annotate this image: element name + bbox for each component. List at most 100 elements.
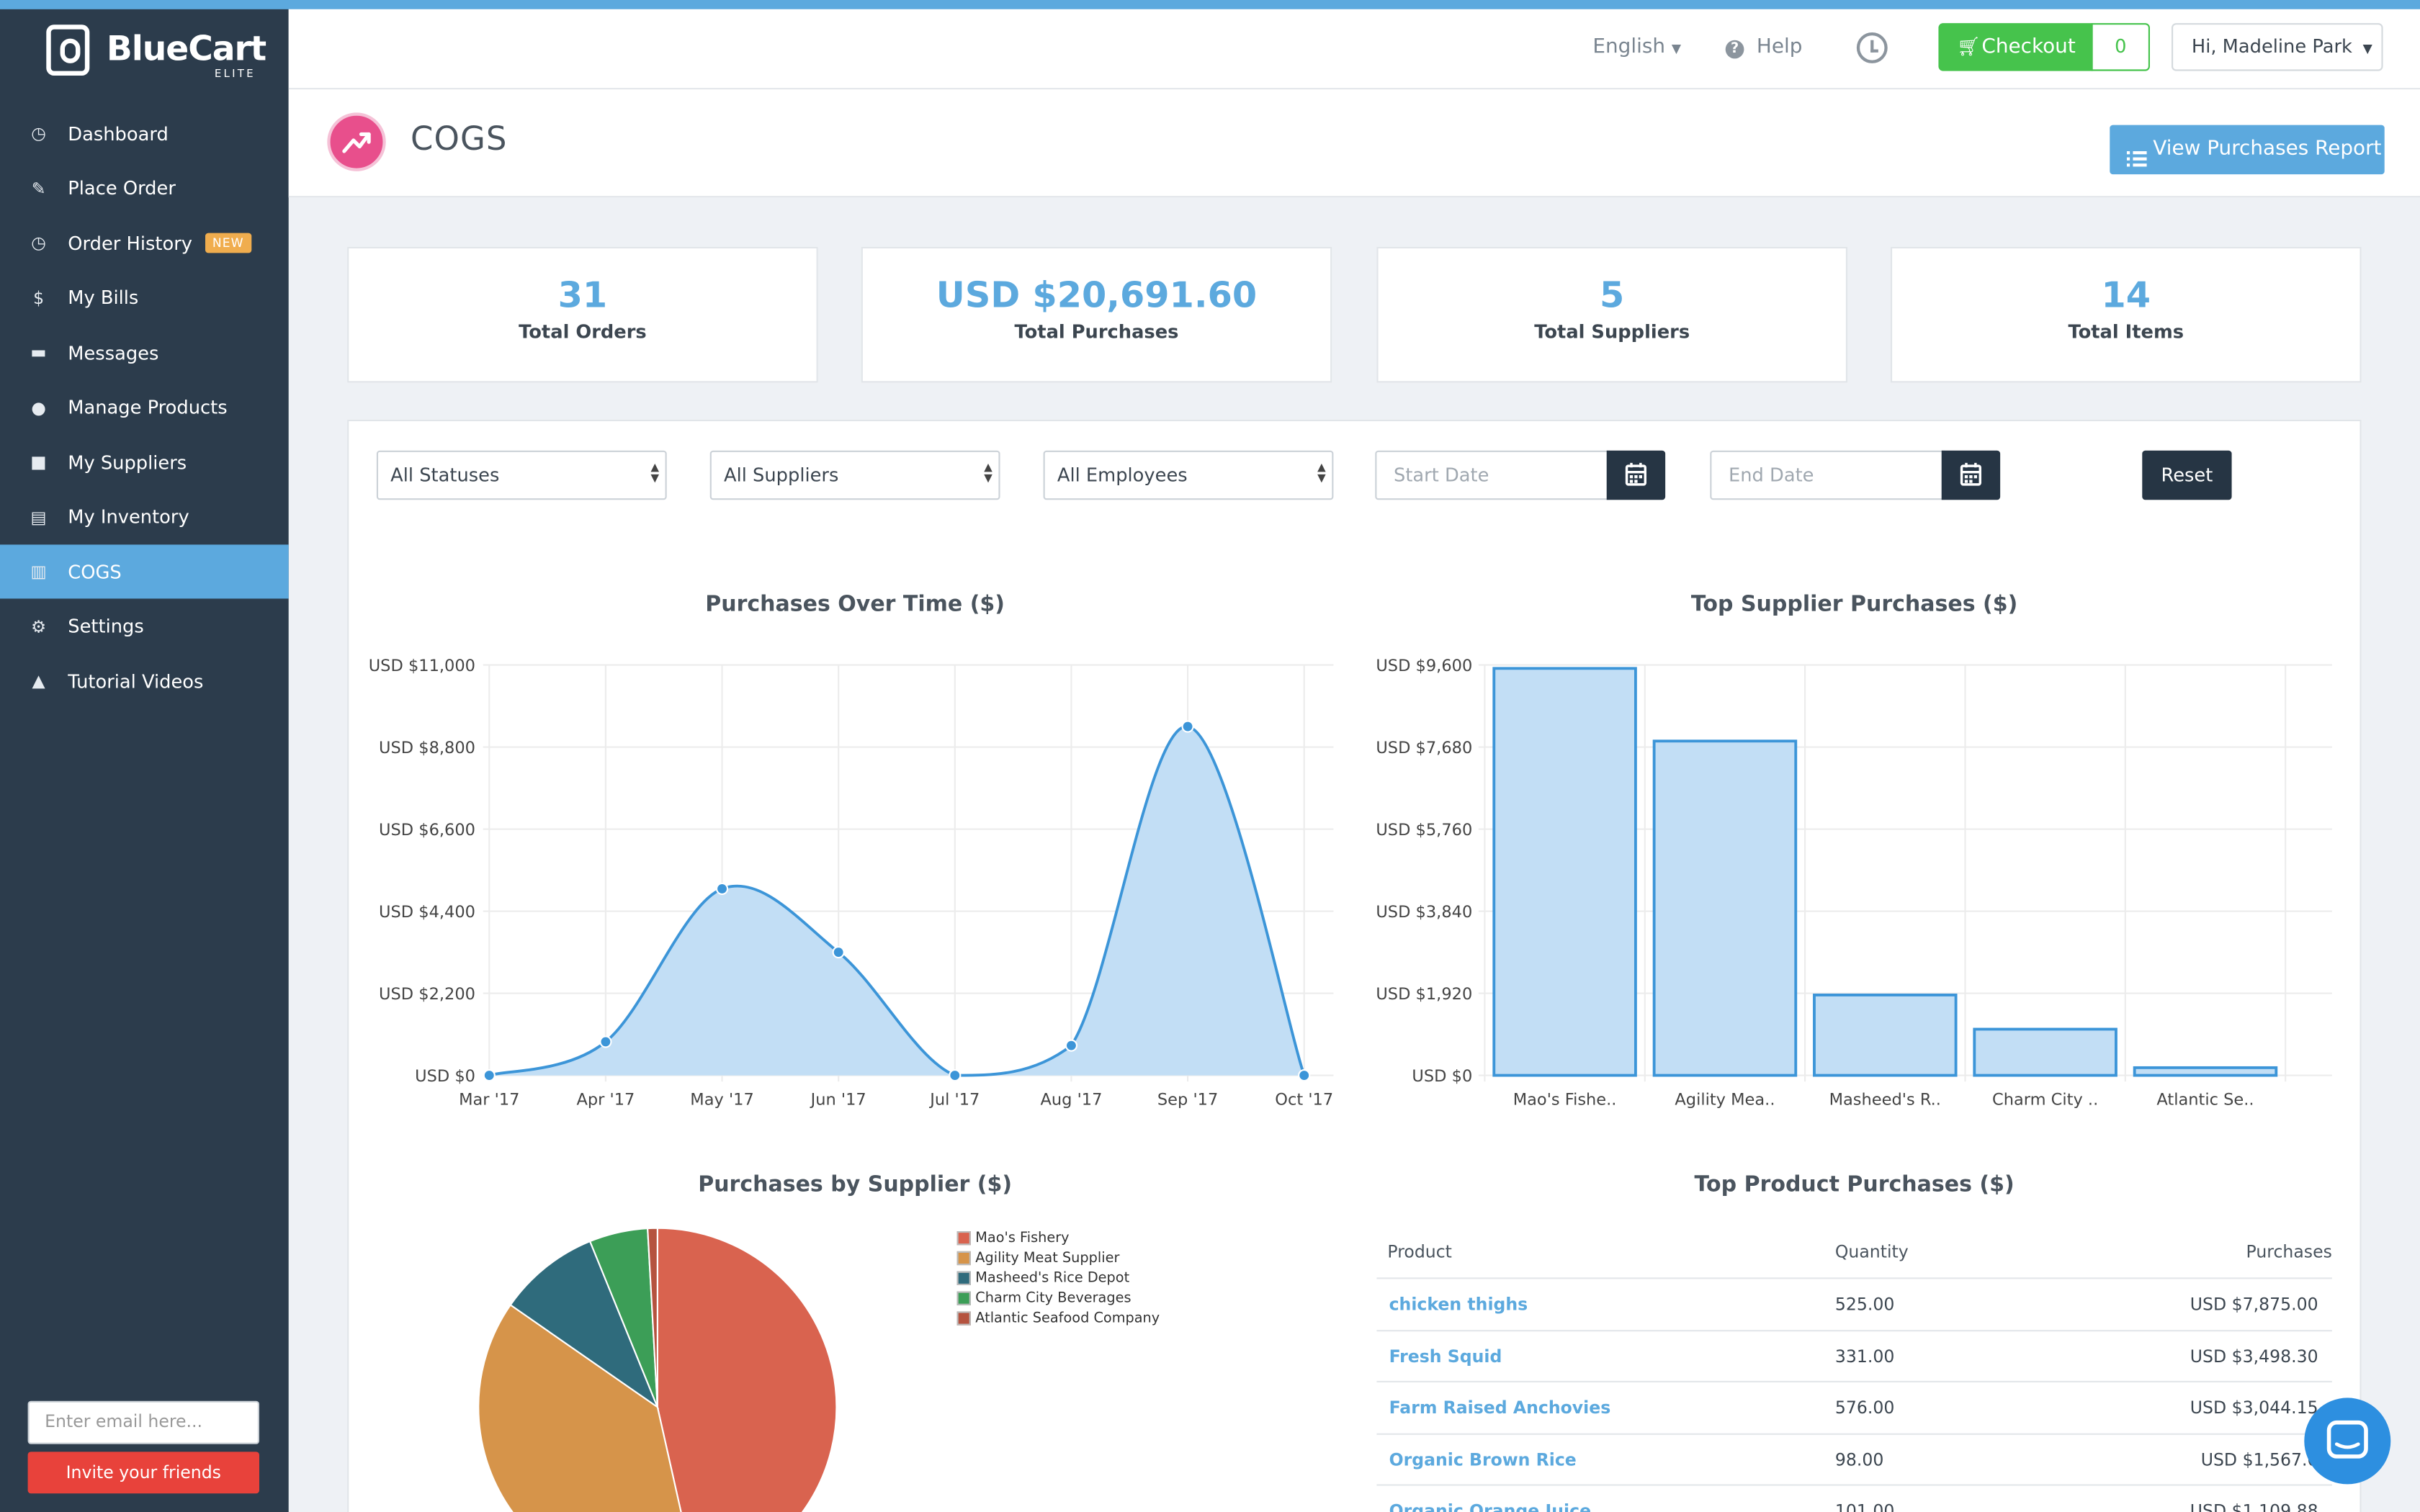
top-accent-bar — [0, 0, 2420, 9]
supplier-filter-value: All Suppliers — [723, 464, 839, 486]
list-icon — [2126, 139, 2147, 167]
sidebar-item-tutorial-videos[interactable]: ▲ Tutorial Videos — [0, 654, 289, 708]
product-link[interactable]: Fresh Squid — [1389, 1346, 1502, 1367]
new-badge: NEW — [205, 233, 252, 253]
bluecart-logo[interactable]: BlueCart ELITE — [46, 24, 277, 86]
purchases-cell: USD $3,498.30 — [2190, 1346, 2318, 1367]
employee-filter-select[interactable]: All Employees ▲ ▼ — [1043, 450, 1334, 500]
x-tick-label: May '17 — [690, 1090, 753, 1109]
view-purchases-report-button[interactable]: View Purchases Report — [2110, 125, 2385, 175]
cart-count[interactable]: 0 — [2091, 23, 2150, 71]
column-header-quantity[interactable]: Quantity — [1834, 1242, 1909, 1262]
legend-item[interactable]: Atlantic Seafood Company — [956, 1308, 1160, 1328]
pie-slice — [478, 1303, 682, 1512]
legend-item[interactable]: Masheed's Rice Depot — [956, 1268, 1160, 1288]
checkout-label: Checkout — [1981, 35, 2076, 59]
legend-item[interactable]: Agility Meat Supplier — [956, 1248, 1160, 1269]
sidebar-item-my-suppliers[interactable]: ■ My Suppliers — [0, 435, 289, 489]
column-header-product[interactable]: Product — [1387, 1242, 1452, 1262]
gear-icon: ⚙ — [30, 616, 47, 636]
start-date-calendar-button[interactable] — [1606, 450, 1666, 500]
table-row: Organic Brown Rice 98.00 USD $1,567.0 — [1376, 1432, 2332, 1485]
employee-filter-value: All Employees — [1057, 464, 1188, 486]
product-link[interactable]: Farm Raised Anchovies — [1389, 1398, 1611, 1418]
stat-label: Total Purchases — [1014, 320, 1179, 343]
user-menu-button[interactable]: Hi, Madeline Park ▼ — [2172, 23, 2383, 71]
sidebar-item-cogs[interactable]: ▥ COGS — [0, 544, 289, 599]
y-tick-label: USD $1,920 — [1376, 985, 1472, 1004]
quantity-cell: 525.00 — [1834, 1294, 1895, 1315]
legend-item[interactable]: Mao's Fishery — [956, 1228, 1160, 1248]
x-tick-label: Mao's Fishe.. — [1513, 1090, 1617, 1109]
purchases-cell: USD $1,567.0 — [2200, 1449, 2318, 1470]
utensils-icon: ✎ — [31, 178, 46, 199]
data-point — [599, 1035, 612, 1048]
sidebar-item-order-history[interactable]: ◷ Order History NEW — [0, 216, 289, 270]
x-tick-label: Atlantic Se.. — [2156, 1090, 2254, 1109]
status-filter-value: All Statuses — [390, 464, 500, 486]
pie-slice — [509, 1240, 660, 1410]
logo-icon — [46, 24, 90, 76]
checkout-button[interactable]: 🛒︎ Checkout — [1938, 23, 2093, 71]
stat-card-total-orders: 31 Total Orders — [347, 246, 818, 383]
legend-label: Charm City Beverages — [975, 1290, 1131, 1306]
stat-value: 14 — [2101, 276, 2151, 317]
x-tick-label: Mar '17 — [459, 1090, 519, 1109]
sidebar-item-place-order[interactable]: ✎ Place Order — [0, 161, 289, 215]
user-greeting: Hi, Madeline Park — [2191, 35, 2352, 58]
start-date-input[interactable]: Start Date — [1375, 450, 1610, 500]
stat-label: Total Orders — [519, 320, 647, 343]
stat-value: 5 — [1600, 276, 1625, 317]
cart-icon: 🛒︎ — [1957, 35, 1981, 58]
sidebar-item-label: My Inventory — [68, 505, 189, 528]
dollar-icon: $ — [33, 287, 45, 308]
line-chart-title: Purchases Over Time ($) — [705, 592, 1005, 618]
invite-friends-button[interactable]: Invite your friends — [27, 1452, 260, 1494]
chat-support-button[interactable] — [2304, 1398, 2391, 1485]
invite-email-input[interactable]: Enter email here... — [27, 1400, 260, 1444]
reset-button[interactable]: Reset — [2142, 450, 2232, 500]
table-row: chicken thighs 525.00 USD $7,875.00 — [1376, 1277, 2332, 1330]
sidebar-item-my-inventory[interactable]: ▤ My Inventory — [0, 490, 289, 544]
caret-down-icon: ▼ — [1671, 41, 1682, 56]
sidebar-item-label: My Bills — [68, 287, 139, 309]
language-dropdown[interactable]: English ▼ — [1592, 35, 1681, 58]
stat-value: 31 — [557, 276, 608, 317]
legend-item[interactable]: Charm City Beverages — [956, 1288, 1160, 1308]
supplier-filter-select[interactable]: All Suppliers ▲ ▼ — [709, 450, 1000, 500]
chat-icon: ▬ — [30, 342, 47, 363]
sidebar-item-manage-products[interactable]: ● Manage Products — [0, 380, 289, 434]
sidebar-item-messages[interactable]: ▬ Messages — [0, 325, 289, 379]
select-arrows-icon: ▲ ▼ — [650, 461, 659, 485]
sidebar-item-label: Tutorial Videos — [68, 670, 204, 693]
stat-label: Total Suppliers — [1534, 320, 1690, 343]
legend-swatch — [956, 1311, 971, 1326]
data-point — [483, 1068, 496, 1082]
y-tick-label: USD $8,800 — [379, 739, 475, 757]
y-tick-label: USD $0 — [415, 1067, 475, 1086]
logo-name: BlueCart — [106, 30, 266, 70]
data-point — [1065, 1039, 1078, 1052]
clock-icon[interactable] — [1856, 32, 1888, 63]
end-date-input[interactable]: End Date — [1710, 450, 1945, 500]
y-tick-label: USD $0 — [1412, 1067, 1472, 1086]
sidebar-item-my-bills[interactable]: $ My Bills — [0, 271, 289, 325]
sidebar-item-label: Order History — [68, 232, 193, 254]
purchases-cell: USD $3,044.15 — [2190, 1398, 2318, 1418]
data-point — [715, 882, 729, 896]
status-filter-select[interactable]: All Statuses ▲ ▼ — [376, 450, 667, 500]
data-point — [832, 945, 845, 959]
end-date-calendar-button[interactable] — [1941, 450, 2001, 500]
pie-legend: Mao's Fishery Agility Meat Supplier Mashee… — [956, 1228, 1160, 1328]
product-link[interactable]: chicken thighs — [1389, 1294, 1528, 1315]
help-link[interactable]: ? Help — [1725, 35, 1802, 59]
column-header-purchases[interactable]: Purchases — [2246, 1242, 2332, 1262]
bar-chart-title: Top Supplier Purchases ($) — [1690, 592, 2018, 618]
sidebar-item-settings[interactable]: ⚙ Settings — [0, 600, 289, 654]
sidebar-item-dashboard[interactable]: ◷ Dashboard — [0, 107, 289, 161]
stat-card-total-suppliers: 5 Total Suppliers — [1376, 246, 1847, 383]
product-link[interactable]: Organic Orange Juice — [1389, 1501, 1592, 1512]
product-link[interactable]: Organic Brown Rice — [1389, 1449, 1577, 1470]
legend-swatch — [956, 1271, 971, 1285]
sidebar-item-label: Dashboard — [68, 122, 169, 145]
